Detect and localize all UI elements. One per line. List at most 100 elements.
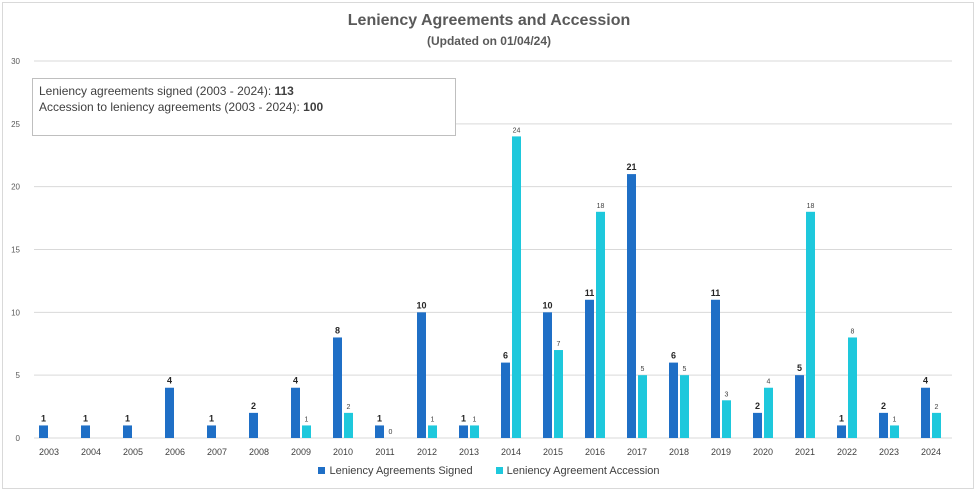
totals-box: Leniency agreements signed (2003 - 2024)… [32, 78, 456, 136]
x-tick-label: 2004 [81, 447, 101, 457]
bar-signed [459, 425, 468, 438]
y-tick-label: 10 [11, 308, 20, 317]
bar-signed [375, 425, 384, 438]
x-tick-label: 2014 [501, 447, 521, 457]
y-tick-label: 5 [16, 371, 21, 380]
x-tick-label: 2016 [585, 447, 605, 457]
legend-item-signed: Leniency Agreements Signed [318, 465, 473, 477]
bar-signed [123, 425, 132, 438]
data-label-signed: 21 [626, 162, 636, 172]
legend-item-accession: Leniency Agreement Accession [495, 465, 660, 477]
bar-accession [848, 337, 857, 438]
data-label-accession: 3 [725, 391, 729, 398]
legend-swatch-accession [495, 466, 503, 474]
data-label-signed: 2 [881, 401, 886, 411]
bar-accession [302, 425, 311, 438]
legend-swatch-signed [318, 466, 326, 474]
signed-total-label: Leniency agreements signed (2003 - 2024)… [39, 84, 275, 98]
x-tick-label: 2024 [921, 447, 941, 457]
data-label-accession: 24 [513, 127, 521, 134]
bar-signed [249, 412, 258, 438]
bar-signed [207, 425, 216, 438]
data-label-accession: 1 [473, 416, 477, 423]
x-tick-label: 2018 [669, 447, 689, 457]
data-label-accession: 1 [305, 416, 309, 423]
data-label-signed: 2 [755, 401, 760, 411]
data-label-accession: 0 [389, 429, 393, 436]
data-label-signed: 2 [251, 401, 256, 411]
bar-signed [39, 425, 48, 438]
y-tick-label: 0 [16, 434, 21, 443]
bar-signed [711, 299, 720, 438]
bar-accession [680, 375, 689, 438]
x-tick-label: 2015 [543, 447, 563, 457]
data-label-signed: 6 [671, 351, 676, 361]
x-tick-label: 2008 [249, 447, 269, 457]
accession-total-line: Accession to leniency agreements (2003 -… [39, 99, 449, 115]
x-tick-label: 2006 [165, 447, 185, 457]
y-tick-label: 20 [11, 183, 20, 192]
bar-accession [722, 400, 731, 438]
data-label-signed: 1 [83, 413, 88, 423]
bar-signed [543, 312, 552, 438]
bar-accession [344, 412, 353, 438]
x-tick-label: 2003 [39, 447, 59, 457]
x-tick-label: 2011 [375, 447, 394, 457]
y-tick-label: 15 [11, 246, 20, 255]
data-label-accession: 4 [767, 379, 771, 386]
bar-accession [428, 425, 437, 438]
x-tick-label: 2009 [291, 447, 311, 457]
bar-signed [501, 362, 510, 438]
data-label-signed: 1 [377, 413, 382, 423]
x-tick-label: 2021 [795, 447, 815, 457]
bar-signed [921, 387, 930, 438]
data-label-accession: 7 [557, 341, 561, 348]
data-label-signed: 4 [167, 376, 172, 386]
data-label-accession: 5 [683, 366, 687, 373]
data-label-signed: 6 [503, 351, 508, 361]
data-label-accession: 2 [935, 404, 939, 411]
x-tick-label: 2023 [879, 447, 899, 457]
bar-signed [795, 375, 804, 438]
bar-signed [627, 174, 636, 438]
data-label-signed: 5 [797, 363, 802, 373]
bar-signed [879, 412, 888, 438]
y-tick-label: 25 [11, 120, 20, 129]
signed-total-value: 113 [274, 84, 294, 98]
bar-accession [932, 412, 941, 438]
bar-signed [585, 299, 594, 438]
data-label-signed: 4 [923, 376, 928, 386]
bar-signed [669, 362, 678, 438]
data-label-accession: 18 [807, 203, 815, 210]
bar-signed [165, 387, 174, 438]
data-label-accession: 5 [641, 366, 645, 373]
data-label-signed: 1 [461, 413, 466, 423]
chart-title: Leniency Agreements and Accession [347, 12, 631, 29]
data-label-signed: 11 [711, 288, 721, 298]
signed-total-line: Leniency agreements signed (2003 - 2024)… [39, 83, 449, 99]
accession-total-label: Accession to leniency agreements (2003 -… [39, 100, 304, 114]
bar-accession [512, 136, 521, 438]
x-tick-label: 2020 [753, 447, 773, 457]
bar-accession [638, 375, 647, 438]
data-label-signed: 11 [585, 288, 595, 298]
bar-signed [333, 337, 342, 438]
data-label-signed: 8 [335, 325, 340, 335]
bar-signed [837, 425, 846, 438]
bar-signed [753, 412, 762, 438]
data-label-signed: 1 [125, 413, 130, 423]
x-tick-label: 2013 [459, 447, 479, 457]
x-tick-label: 2019 [711, 447, 731, 457]
data-label-signed: 1 [209, 413, 214, 423]
data-label-signed: 4 [293, 376, 298, 386]
data-label-signed: 1 [839, 413, 844, 423]
y-tick-label: 30 [11, 57, 20, 66]
data-label-signed: 1 [41, 413, 46, 423]
x-tick-label: 2022 [837, 447, 857, 457]
bar-accession [890, 425, 899, 438]
x-tick-label: 2007 [207, 447, 227, 457]
bar-signed [417, 312, 426, 438]
data-label-accession: 2 [347, 404, 351, 411]
x-tick-label: 2010 [333, 447, 353, 457]
accession-total-value: 100 [303, 100, 324, 114]
